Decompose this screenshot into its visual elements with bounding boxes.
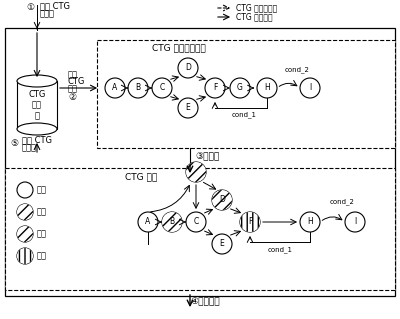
Circle shape: [212, 234, 232, 254]
Circle shape: [105, 78, 125, 98]
Circle shape: [17, 248, 33, 264]
Text: F: F: [248, 218, 252, 226]
Bar: [17, 81, 57, 129]
Text: A: A: [145, 218, 151, 226]
Circle shape: [152, 78, 172, 98]
Text: E: E: [220, 240, 224, 249]
Bar: [5, 168, 395, 290]
Text: B: B: [136, 84, 140, 93]
Text: H: H: [307, 218, 313, 226]
Circle shape: [17, 204, 33, 220]
Text: cond_2: cond_2: [285, 67, 310, 73]
Circle shape: [240, 212, 260, 232]
Circle shape: [17, 226, 33, 242]
Circle shape: [138, 212, 158, 232]
Text: E: E: [186, 103, 190, 113]
Circle shape: [345, 212, 365, 232]
Text: CTG 领域模型模板: CTG 领域模型模板: [152, 43, 206, 53]
Text: 修改: 修改: [37, 207, 47, 217]
Circle shape: [300, 212, 320, 232]
Text: ⑤: ⑤: [10, 138, 18, 147]
Circle shape: [230, 78, 250, 98]
Text: H: H: [264, 84, 270, 93]
Bar: [5, 28, 395, 296]
Circle shape: [17, 182, 33, 198]
Circle shape: [212, 190, 232, 210]
Circle shape: [257, 78, 277, 98]
Circle shape: [17, 204, 33, 220]
Circle shape: [17, 248, 33, 264]
Circle shape: [17, 226, 33, 242]
Circle shape: [178, 58, 198, 78]
Text: D: D: [219, 196, 225, 204]
Text: cond_1: cond_1: [232, 112, 257, 118]
Text: ④后续设计: ④后续设计: [190, 298, 220, 307]
Text: 添加: 添加: [37, 229, 47, 239]
Circle shape: [300, 78, 320, 98]
Text: CTG 模型库管理: CTG 模型库管理: [236, 4, 277, 12]
Bar: [97, 40, 395, 148]
Text: 模型: 模型: [68, 85, 78, 93]
Circle shape: [162, 212, 182, 232]
Text: A: A: [112, 84, 118, 93]
Text: B: B: [170, 218, 174, 226]
Text: D: D: [185, 63, 191, 72]
Circle shape: [178, 98, 198, 118]
Text: 模型库: 模型库: [40, 10, 55, 19]
Circle shape: [162, 212, 182, 232]
Text: C: C: [159, 84, 165, 93]
Text: 优化 CTG: 优化 CTG: [22, 136, 52, 145]
Text: F: F: [213, 84, 217, 93]
Text: cond_2: cond_2: [330, 199, 355, 205]
Text: ②: ②: [68, 93, 76, 102]
Text: cond_1: cond_1: [268, 247, 293, 253]
Text: 建立 CTG: 建立 CTG: [40, 2, 70, 11]
Ellipse shape: [17, 123, 57, 135]
Ellipse shape: [17, 75, 57, 87]
Text: CTG 模型: CTG 模型: [125, 173, 157, 182]
Text: 选择: 选择: [68, 70, 78, 79]
Text: CTG 模型重用: CTG 模型重用: [236, 12, 273, 21]
Text: C: C: [193, 218, 199, 226]
Text: ③｜定制: ③｜定制: [195, 152, 219, 160]
Text: G: G: [237, 84, 243, 93]
Text: I: I: [309, 84, 311, 93]
Circle shape: [186, 212, 206, 232]
Circle shape: [212, 190, 232, 210]
Circle shape: [205, 78, 225, 98]
Circle shape: [186, 162, 206, 182]
Circle shape: [240, 212, 260, 232]
Text: I: I: [354, 218, 356, 226]
Text: CTG: CTG: [68, 78, 85, 86]
Circle shape: [186, 162, 206, 182]
Text: 模型库: 模型库: [22, 144, 37, 152]
Text: ①: ①: [26, 4, 34, 12]
Text: CTG
模型
库: CTG 模型 库: [28, 90, 46, 120]
Circle shape: [128, 78, 148, 98]
Text: 不变: 不变: [37, 186, 47, 195]
Text: 删除: 删除: [37, 251, 47, 261]
